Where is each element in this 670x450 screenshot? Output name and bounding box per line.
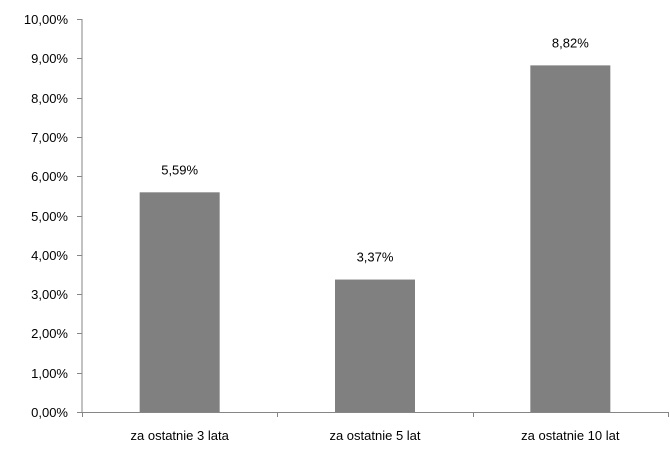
x-category-label: za ostatnie 5 lat <box>329 428 420 443</box>
bars <box>139 65 611 413</box>
bar <box>139 192 220 412</box>
bar-value-label: 5,59% <box>161 162 198 177</box>
y-tick-label: 8,00% <box>31 91 68 106</box>
x-axis: za ostatnie 3 lata za ostatnie 5 lat za os… <box>77 412 669 443</box>
bar <box>530 65 611 413</box>
bar <box>335 279 415 412</box>
y-tick-label: 7,00% <box>31 130 68 145</box>
y-tick-label: 1,00% <box>31 366 68 381</box>
y-tick-label: 9,00% <box>31 51 68 66</box>
y-tick-label: 0,00% <box>31 405 68 420</box>
bar-value-label: 3,37% <box>357 250 394 265</box>
y-tick-label: 5,00% <box>31 209 68 224</box>
x-category-label: za ostatnie 3 lata <box>131 428 230 443</box>
bar-value-label: 8,82% <box>552 35 589 50</box>
data-labels: 5,59% 3,37% 8,82% <box>161 35 589 264</box>
y-tick-label: 10,00% <box>24 12 69 27</box>
y-tick-label: 2,00% <box>31 326 68 341</box>
y-tick-label: 6,00% <box>31 169 68 184</box>
y-tick-label: 4,00% <box>31 248 68 263</box>
y-tick-label: 3,00% <box>31 287 68 302</box>
y-axis: 0,00% 1,00% 2,00% 3,00% 4,00% 5,00% 6,00% 7,00%… <box>24 12 83 420</box>
x-category-label: za ostatnie 10 lat <box>521 428 620 443</box>
